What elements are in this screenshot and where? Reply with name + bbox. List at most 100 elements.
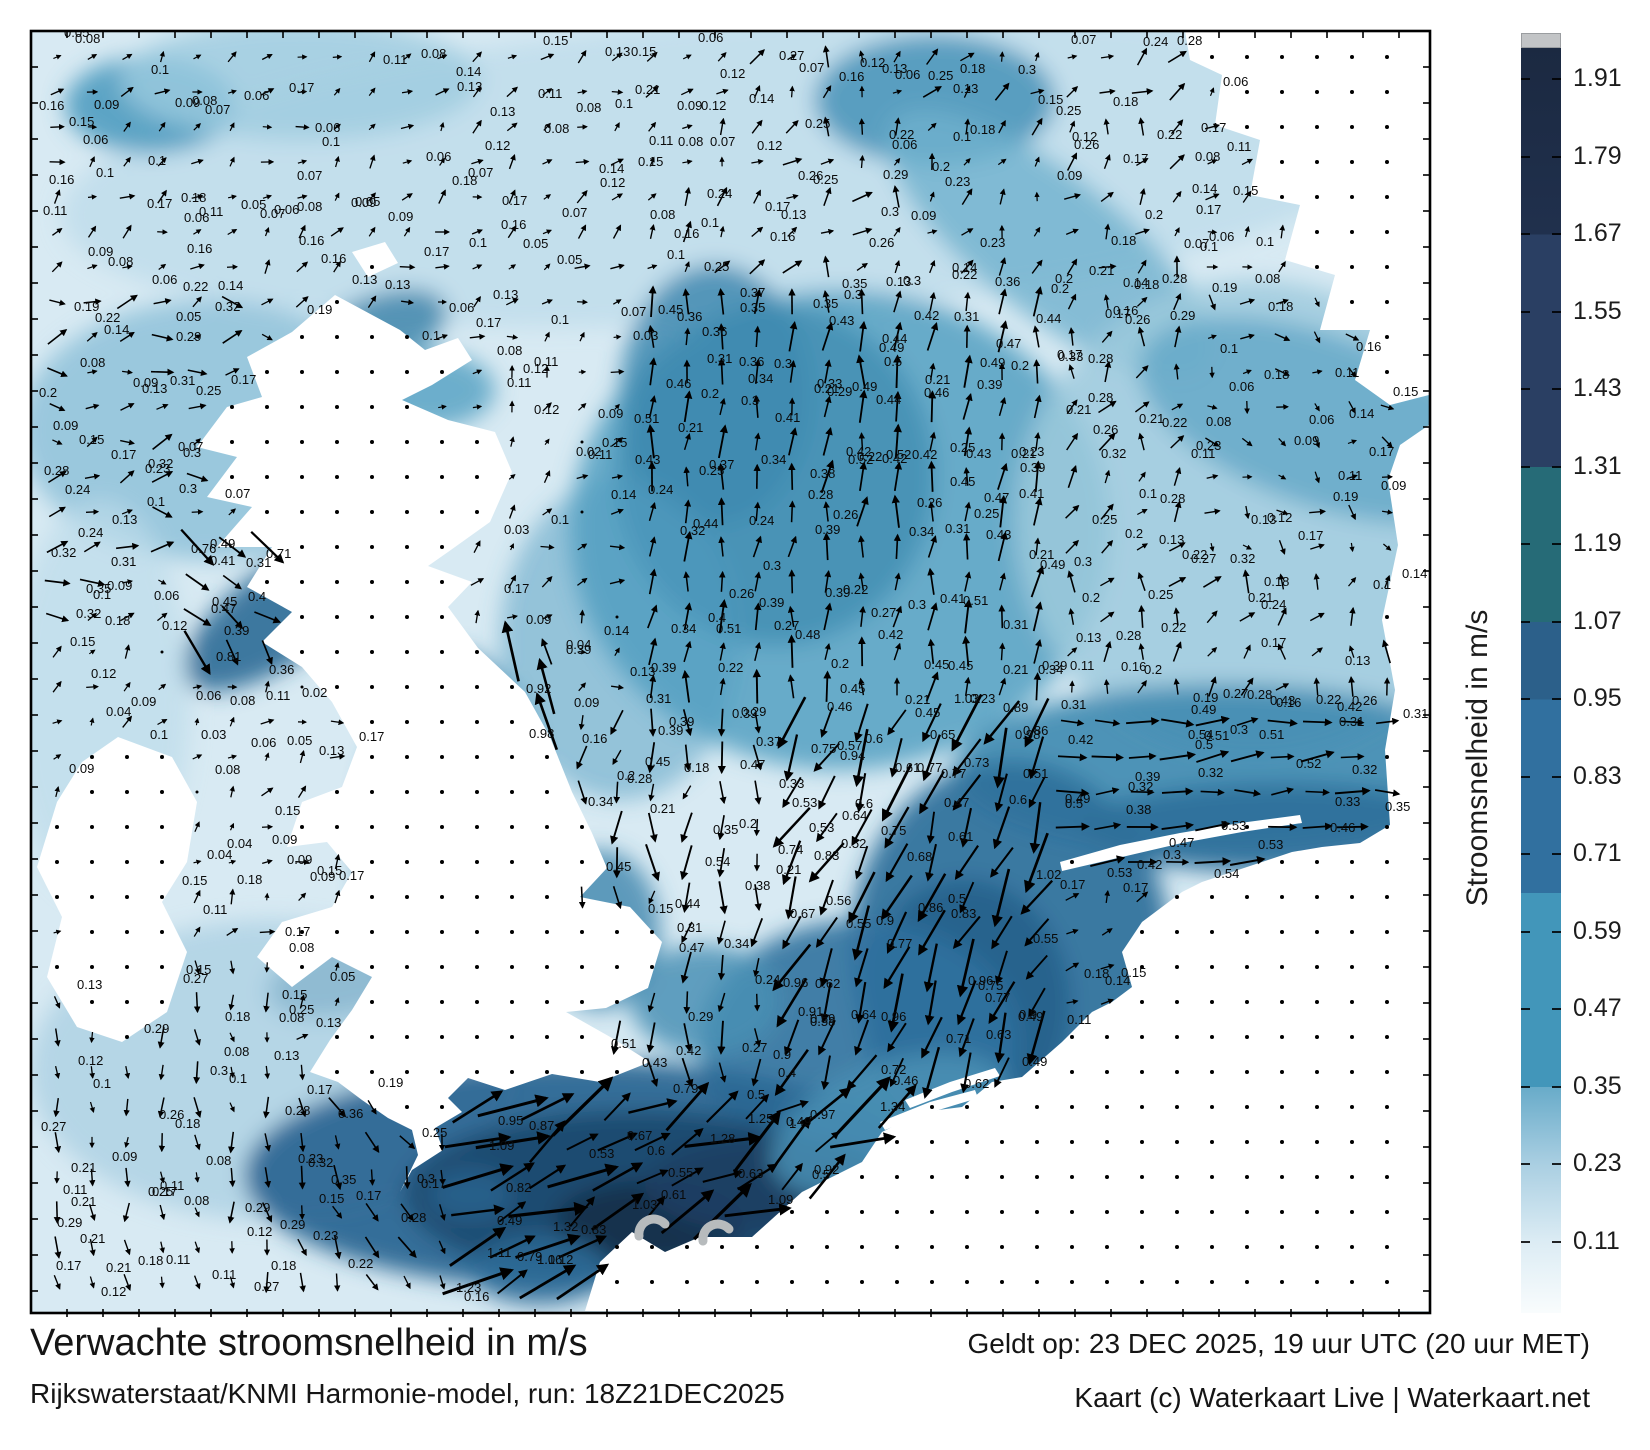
land-dot (475, 440, 479, 444)
current-arrow (752, 535, 762, 558)
current-arrow (1300, 750, 1335, 763)
current-arrow (436, 334, 448, 340)
current-arrow (489, 1235, 536, 1259)
land-dot (1280, 860, 1284, 864)
current-arrow (87, 264, 98, 270)
current-speed-label: 0.04 (207, 847, 232, 862)
land-dot (1280, 55, 1284, 59)
current-speed-label: 0.54 (1188, 727, 1213, 742)
current-speed-label: 0.87 (529, 1118, 554, 1133)
current-arrow (824, 642, 831, 660)
current-speed-label: 0.25 (1056, 103, 1081, 118)
current-speed-label: 0.47 (740, 757, 765, 772)
land-dot (650, 965, 654, 969)
current-speed-label: 0.27 (1223, 686, 1248, 701)
current-arrow (719, 397, 726, 416)
current-arrow (684, 327, 691, 346)
current-speed-label: 0.17 (289, 80, 314, 95)
current-speed-label: 0.25 (289, 1002, 314, 1017)
current-speed-label: 0.37 (756, 734, 781, 749)
current-arrow (848, 871, 876, 924)
current-speed-label: 0.5 (884, 354, 902, 369)
land-dot (965, 1175, 969, 1179)
current-arrow (365, 1274, 379, 1291)
current-arrow (439, 1204, 446, 1221)
current-arrow (1208, 294, 1216, 311)
current-arrow (229, 960, 236, 975)
current-arrow (229, 122, 235, 132)
current-speed-label: 0.12 (600, 175, 625, 190)
current-arrow (1276, 509, 1289, 516)
current-arrow (472, 404, 483, 410)
current-speed-label: 0.53 (589, 1146, 614, 1161)
current-arrow (813, 742, 841, 772)
current-arrow (893, 157, 901, 166)
current-arrow (719, 225, 725, 238)
current-arrow (192, 296, 202, 308)
current-arrow (193, 1029, 201, 1046)
current-arrow (53, 996, 61, 1009)
current-arrow (927, 122, 937, 131)
land-dot (510, 1035, 514, 1039)
current-arrow (566, 1133, 599, 1151)
current-speed-label: 0.1 (229, 1071, 247, 1086)
current-speed-label: 0.36 (995, 274, 1020, 289)
land-dot (335, 405, 339, 409)
current-arrow (1382, 509, 1393, 515)
current-arrow (1347, 474, 1358, 480)
current-speed-label: 0.15 (79, 432, 104, 447)
current-arrow (754, 358, 762, 384)
current-arrow (1348, 675, 1355, 697)
land-dot (1175, 965, 1179, 969)
current-arrow (498, 1201, 527, 1223)
current-arrow (610, 508, 624, 515)
land-dot (475, 825, 479, 829)
land-dot (370, 650, 374, 654)
current-speed-label: 0.29 (688, 1009, 713, 1024)
current-speed-label: 0.21 (106, 1260, 131, 1275)
current-speed-label: 0.5 (747, 1087, 765, 1102)
current-arrow (648, 890, 656, 905)
current-arrow (87, 54, 98, 60)
current-arrow (786, 193, 799, 200)
current-arrow (225, 639, 239, 666)
current-speed-label: 0.05 (241, 197, 266, 212)
land-dot (90, 1000, 94, 1004)
current-arrow (894, 572, 901, 591)
current-speed-label: 0.29 (57, 1215, 82, 1230)
current-speed-label: 0.12 (701, 98, 726, 113)
current-speed-label: 0.28 (1088, 390, 1113, 405)
current-speed-label: 0.26 (798, 168, 823, 183)
current-speed-label: 0.38 (745, 878, 770, 893)
land-dot (1385, 860, 1389, 864)
current-arrow (1161, 821, 1195, 831)
current-arrow (852, 728, 869, 788)
current-arrow (1136, 296, 1148, 307)
current-arrow (508, 504, 516, 519)
land-dot (1140, 930, 1144, 934)
current-arrow (1305, 788, 1330, 796)
current-arrow (262, 1096, 270, 1119)
current-speed-label: 0.32 (51, 545, 76, 560)
current-arrow (264, 1065, 271, 1080)
current-arrow (1275, 298, 1289, 305)
current-speed-label: 0.27 (774, 618, 799, 633)
current-speed-label: 0.41 (210, 553, 235, 568)
land-dot (1350, 1280, 1354, 1284)
current-arrow (1033, 359, 1041, 384)
current-arrow (227, 754, 238, 760)
zero-current-dot (300, 685, 304, 689)
current-arrow (647, 193, 657, 201)
current-arrow (53, 929, 62, 935)
current-arrow (364, 1236, 380, 1259)
colorbar-tick-label: 1.55 (1573, 296, 1622, 325)
current-speed-label: 0.26 (1074, 137, 1099, 152)
current-speed-label: 0.35 (740, 300, 765, 315)
land-dot (895, 1210, 899, 1214)
current-speed-label: 0.17 (1105, 306, 1130, 321)
current-arrow (1267, 718, 1298, 727)
current-speed-label: 0.17 (285, 924, 310, 939)
current-speed-label: 0.22 (183, 279, 208, 294)
current-speed-label: 0.76 (191, 541, 216, 556)
current-speed-label: 0.27 (1191, 551, 1216, 566)
